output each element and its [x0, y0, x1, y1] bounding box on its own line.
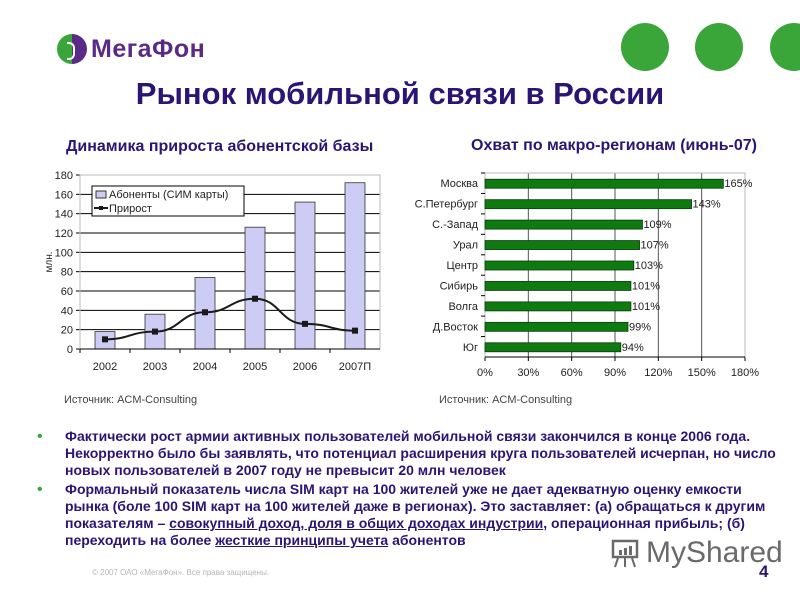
svg-text:Прирост: Прирост — [109, 203, 152, 215]
bullet-text: Формальный показатель числа SIM карт на … — [65, 481, 787, 549]
svg-text:143%: 143% — [693, 199, 721, 211]
megafon-logo: МегаФон — [57, 33, 205, 65]
svg-text:Центр: Центр — [447, 260, 479, 272]
copyright: © 2007 ОАО «МегаФон». Все права защищены… — [92, 568, 270, 577]
svg-text:2002: 2002 — [93, 361, 117, 373]
svg-text:Волга: Волга — [448, 301, 478, 313]
svg-text:60: 60 — [61, 286, 73, 298]
svg-text:94%: 94% — [622, 342, 644, 354]
svg-text:Юг: Юг — [463, 342, 478, 354]
svg-text:180: 180 — [55, 170, 73, 182]
svg-text:2006: 2006 — [293, 361, 317, 373]
bullet-dot-icon: • — [37, 481, 43, 498]
underlined-phrase: совокупный доход, доля в общих доходах и… — [169, 515, 544, 531]
bullet-phrase: Фактически рост армии активных пользоват… — [65, 428, 776, 478]
svg-text:99%: 99% — [629, 321, 651, 333]
bullet-list: • Фактически рост армии активных пользов… — [37, 428, 787, 551]
svg-text:Москва: Москва — [440, 178, 478, 190]
svg-text:101%: 101% — [632, 280, 660, 292]
page-number: 4 — [759, 562, 769, 581]
svg-text:Абоненты (СИМ карты): Абоненты (СИМ карты) — [109, 189, 228, 201]
svg-text:Урал: Урал — [453, 240, 478, 252]
slide-title: Рынок мобильной связи в России — [135, 76, 665, 111]
svg-text:120%: 120% — [644, 367, 672, 379]
bullet-phrase: , операционная прибыль; (б) переходить н… — [65, 515, 745, 548]
watermark: MyShared — [608, 536, 783, 570]
svg-text:90%: 90% — [604, 367, 626, 379]
regional-coverage-chart: 0% 30% 60% 90% 120% 150% 180% Москва 165% С.Петер… — [415, 172, 759, 379]
svg-text:101%: 101% — [632, 301, 660, 313]
svg-text:160: 160 — [55, 189, 73, 201]
bullet-item: • Фактически рост армии активных пользов… — [37, 428, 787, 479]
svg-text:80: 80 — [61, 267, 73, 279]
brand-name: МегаФон — [91, 34, 206, 63]
svg-text:165%: 165% — [724, 178, 752, 190]
svg-text:40: 40 — [61, 305, 73, 317]
svg-text:Д.Восток: Д.Восток — [433, 321, 478, 333]
decor-dot-icon — [770, 23, 800, 71]
svg-text:С.Петербург: С.Петербург — [415, 199, 478, 211]
svg-text:107%: 107% — [641, 240, 669, 252]
watermark-text: MyShared — [646, 536, 783, 569]
svg-text:2004: 2004 — [193, 361, 217, 373]
svg-text:0: 0 — [67, 344, 73, 356]
svg-text:С.-Запад: С.-Запад — [432, 219, 478, 231]
bullet-text: Фактически рост армии активных пользоват… — [65, 428, 787, 479]
svg-text:0%: 0% — [477, 367, 493, 379]
svg-text:2007П: 2007П — [339, 361, 371, 373]
left-chart-title: Динамика прироста абонентской базы — [66, 138, 374, 155]
svg-text:109%: 109% — [643, 219, 671, 231]
right-chart-title: Охват по макро-регионам (июнь-07) — [471, 137, 758, 154]
presentation-icon — [611, 539, 639, 568]
svg-text:120: 120 — [55, 228, 73, 240]
svg-text:2005: 2005 — [243, 361, 267, 373]
svg-text:30%: 30% — [517, 367, 539, 379]
svg-text:60%: 60% — [561, 367, 583, 379]
svg-text:140: 140 — [55, 209, 73, 221]
underlined-phrase: жесткие принципы учета — [215, 532, 389, 548]
svg-text:180%: 180% — [731, 367, 759, 379]
bullet-phrase: абонентов — [388, 532, 466, 548]
bullet-item: • Формальный показатель числа SIM карт н… — [37, 481, 787, 549]
megafon-logo-icon — [57, 34, 87, 64]
svg-text:Сибирь: Сибирь — [440, 280, 479, 292]
svg-text:150%: 150% — [688, 367, 716, 379]
decor-dot-icon — [621, 23, 669, 71]
svg-text:20: 20 — [61, 325, 73, 337]
svg-text:103%: 103% — [635, 260, 663, 272]
decor-dot-icon — [695, 23, 743, 71]
bullet-phrase: Формальный показатель числа SIM карт на … — [65, 481, 766, 531]
svg-text:2003: 2003 — [143, 361, 167, 373]
right-source: Источник: ACM-Consulting — [439, 394, 573, 406]
svg-text:млн.: млн. — [44, 251, 55, 272]
left-source: Источник: ACM-Consulting — [64, 394, 198, 406]
svg-text:100: 100 — [55, 247, 73, 259]
subscriber-growth-chart: 0 20 40 60 80 100 120 140 160 180 млн. 2002 2003 2004… — [44, 170, 381, 373]
bullet-dot-icon: • — [37, 428, 43, 445]
